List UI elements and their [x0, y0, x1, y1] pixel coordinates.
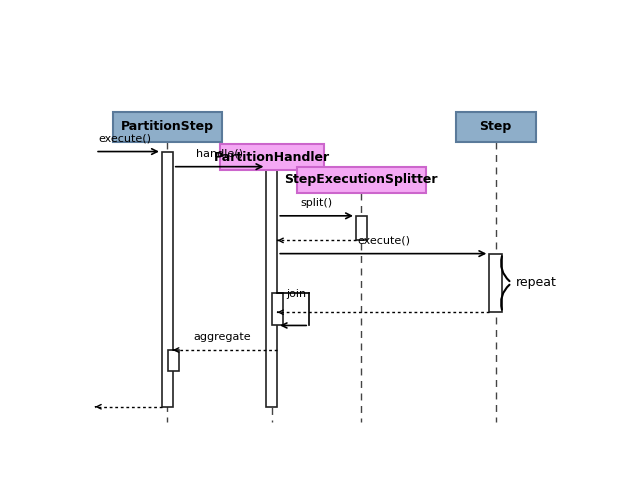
- Text: PartitionHandler: PartitionHandler: [214, 151, 330, 164]
- FancyBboxPatch shape: [112, 112, 222, 142]
- FancyBboxPatch shape: [356, 216, 367, 241]
- FancyBboxPatch shape: [272, 293, 283, 326]
- Text: repeat: repeat: [516, 276, 557, 289]
- Text: StepExecutionSplitter: StepExecutionSplitter: [284, 173, 438, 187]
- FancyBboxPatch shape: [456, 112, 535, 142]
- FancyBboxPatch shape: [162, 152, 173, 407]
- Text: execute(): execute(): [98, 133, 152, 143]
- Text: split(): split(): [300, 197, 333, 208]
- FancyBboxPatch shape: [220, 144, 324, 170]
- FancyBboxPatch shape: [168, 350, 178, 371]
- FancyBboxPatch shape: [266, 166, 277, 407]
- FancyBboxPatch shape: [489, 254, 503, 312]
- Text: Step: Step: [480, 120, 512, 134]
- Text: PartitionStep: PartitionStep: [121, 120, 214, 134]
- FancyBboxPatch shape: [297, 166, 426, 193]
- Text: execute(): execute(): [357, 235, 410, 246]
- Text: handle(): handle(): [196, 148, 243, 159]
- Text: aggregate: aggregate: [193, 332, 251, 342]
- Text: join: join: [287, 289, 307, 299]
